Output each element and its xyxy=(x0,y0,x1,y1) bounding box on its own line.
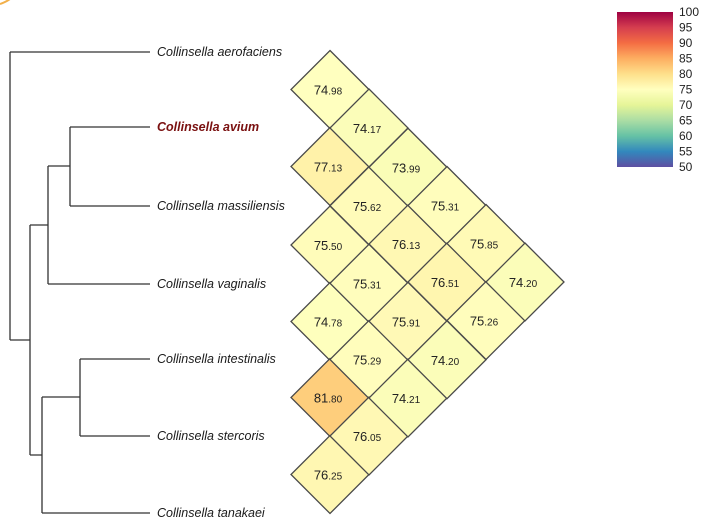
colorbar-tick-label: 80 xyxy=(679,67,693,81)
taxon-labels: Collinsella aerofaciens Collinsella aviu… xyxy=(157,45,285,519)
taxon-label: Collinsella avium xyxy=(157,120,259,134)
taxon-label: Collinsella vaginalis xyxy=(157,277,266,291)
matrix-cell-value: 75.31 xyxy=(431,199,460,214)
colorbar-tick-label: 50 xyxy=(679,160,693,174)
matrix-cell-value: 75.29 xyxy=(353,353,382,368)
matrix-cell-value: 75.31 xyxy=(353,276,382,291)
matrix-cell-value: 74.78 xyxy=(314,315,343,330)
colorbar-tick-label: 95 xyxy=(679,21,693,35)
matrix-cell-value: 76.51 xyxy=(431,275,460,290)
matrix-cell-value: 75.62 xyxy=(353,199,382,214)
matrix-cell-value: 74.20 xyxy=(431,353,460,368)
node-root xyxy=(9,52,30,341)
taxon-label: Collinsella stercoris xyxy=(157,429,265,443)
colorbar-tick-label: 85 xyxy=(679,52,693,66)
matrix-cell-value: 81.80 xyxy=(314,391,343,406)
colorbar-tick-label: 90 xyxy=(679,36,693,50)
taxon-label: Collinsella massiliensis xyxy=(157,199,285,213)
colorbar-tick-label: 65 xyxy=(679,114,693,128)
colorbar-tick-label: 75 xyxy=(679,83,693,97)
matrix-cell-value: 76.05 xyxy=(353,429,382,444)
matrix-cell-value: 73.99 xyxy=(392,160,421,175)
matrix-cell-value: 77.13 xyxy=(314,160,343,175)
colorbar-gradient xyxy=(617,12,673,167)
node-group-tanakaei xyxy=(41,396,80,513)
taxon-label: Collinsella aerofaciens xyxy=(157,45,282,59)
matrix-cell-value: 74.17 xyxy=(353,121,382,136)
matrix-cell-value: 75.26 xyxy=(470,314,499,329)
matrix-cell-value: 75.50 xyxy=(314,238,343,253)
matrix-cell-value: 74.20 xyxy=(509,275,538,290)
matrix-cell-value: 74.98 xyxy=(314,83,343,98)
matrix-cell: 74.20 xyxy=(485,242,565,322)
corner-mark xyxy=(0,0,11,5)
identity-matrix: 74.98 77.13 75.50 74.78 81.80 76.25 74.17 75.62… xyxy=(290,49,565,515)
colorbar-tick-label: 60 xyxy=(679,129,693,143)
colorbar-tick-label: 55 xyxy=(679,145,693,159)
matrix-cell-value: 74.21 xyxy=(392,391,421,406)
matrix-cell-diamond xyxy=(485,242,565,322)
matrix-cell-value: 76.25 xyxy=(314,468,343,483)
dendrogram xyxy=(9,51,150,514)
matrix-cell-value: 75.91 xyxy=(392,314,421,329)
taxon-label: Collinsella intestinalis xyxy=(157,352,276,366)
node-group-vaginalis xyxy=(47,165,70,284)
matrix-cell-value: 75.85 xyxy=(470,237,499,252)
taxon-label: Collinsella tanakaei xyxy=(157,506,266,519)
node-lower-clades xyxy=(29,224,48,456)
colorbar-tick-label: 70 xyxy=(679,98,693,112)
colorbar-tick-label: 100 xyxy=(679,5,699,19)
matrix-cell-value: 76.13 xyxy=(392,237,421,252)
